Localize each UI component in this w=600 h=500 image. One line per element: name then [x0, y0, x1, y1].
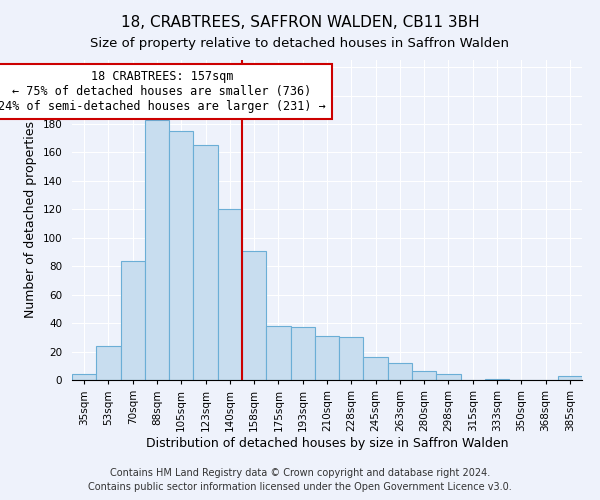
Bar [242, 250, 266, 380]
Bar [388, 363, 412, 380]
Bar [72, 374, 96, 380]
Bar [412, 372, 436, 380]
Text: Size of property relative to detached houses in Saffron Walden: Size of property relative to detached ho… [91, 38, 509, 51]
Bar [436, 374, 461, 380]
Text: 18 CRABTREES: 157sqm
← 75% of detached houses are smaller (736)
24% of semi-deta: 18 CRABTREES: 157sqm ← 75% of detached h… [0, 70, 326, 113]
Bar [364, 357, 388, 380]
Bar [96, 346, 121, 380]
Bar [121, 260, 145, 380]
Bar [558, 376, 582, 380]
Bar [266, 326, 290, 380]
Text: Contains HM Land Registry data © Crown copyright and database right 2024.
Contai: Contains HM Land Registry data © Crown c… [88, 468, 512, 492]
Bar [145, 120, 169, 380]
Bar [339, 338, 364, 380]
Bar [193, 146, 218, 380]
Text: 18, CRABTREES, SAFFRON WALDEN, CB11 3BH: 18, CRABTREES, SAFFRON WALDEN, CB11 3BH [121, 15, 479, 30]
Bar [485, 378, 509, 380]
Bar [169, 131, 193, 380]
Bar [290, 328, 315, 380]
X-axis label: Distribution of detached houses by size in Saffron Walden: Distribution of detached houses by size … [146, 436, 508, 450]
Bar [218, 210, 242, 380]
Bar [315, 336, 339, 380]
Y-axis label: Number of detached properties: Number of detached properties [24, 122, 37, 318]
